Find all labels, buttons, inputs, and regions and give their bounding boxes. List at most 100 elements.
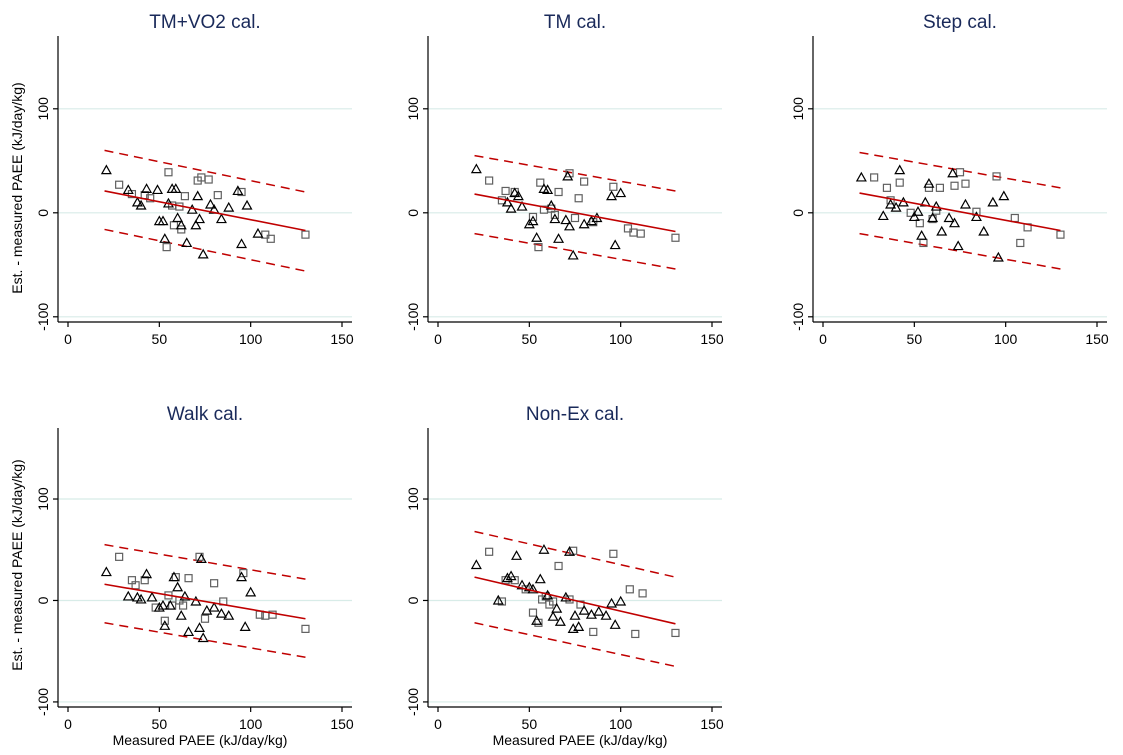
triangle-marker (175, 609, 187, 620)
square-marker (536, 178, 545, 187)
triangle-marker (600, 609, 612, 620)
square-marker (146, 194, 155, 203)
triangle-marker (223, 609, 235, 620)
square-marker (548, 597, 558, 606)
triangle-marker (606, 190, 618, 201)
square-marker (237, 187, 246, 197)
triangle-marker (164, 599, 176, 610)
triangle-marker (930, 200, 942, 211)
square-marker (184, 574, 193, 583)
triangle-marker (190, 219, 202, 230)
triangle-marker (948, 217, 961, 228)
triangle-marker (578, 604, 590, 615)
y-axis-title-top: Est. - measured PAEE (kJ/day/kg) (9, 82, 25, 293)
square-marker (924, 183, 934, 192)
square-marker (886, 196, 895, 205)
x-tick-label: 100 (239, 716, 263, 732)
square-marker (550, 210, 560, 219)
triangle-marker (135, 199, 147, 210)
y-tick-label: 100 (790, 97, 806, 121)
triangle-marker (151, 184, 164, 195)
triangle-marker (141, 183, 153, 193)
square-marker (882, 183, 892, 192)
triangle-marker (168, 571, 180, 582)
triangle-marker (197, 248, 209, 259)
triangle-marker (241, 199, 253, 210)
square-marker (955, 168, 965, 177)
square-marker (204, 175, 213, 184)
triangle-marker (923, 177, 935, 188)
triangle-marker (563, 546, 576, 556)
square-marker (200, 614, 210, 623)
square-marker (177, 225, 186, 234)
square-marker (992, 172, 1001, 181)
square-marker (671, 233, 680, 242)
panel-3: Step cal. -100 0 100 0 50 100 150 (790, 12, 1109, 347)
square-marker (501, 186, 510, 196)
triangle-marker (947, 167, 959, 178)
square-marker (625, 585, 634, 594)
triangle-marker (501, 572, 513, 583)
triangle-marker (563, 220, 576, 231)
triangle-marker (916, 229, 928, 240)
square-marker (140, 576, 149, 585)
triangle-marker (192, 190, 204, 201)
square-marker (1010, 213, 1019, 223)
x-axis-title-left: Measured PAEE (kJ/day/kg) (113, 732, 288, 748)
square-marker (631, 629, 640, 639)
square-marker (574, 194, 583, 203)
panels: TM+VO2 cal. -100 0 100 0 50 100 150 TM cal. -100 0… (35, 12, 1109, 732)
triangle-marker (172, 212, 184, 223)
triangle-marker (593, 605, 605, 616)
lower-limit-line (104, 228, 306, 272)
triangle-marker (578, 218, 590, 229)
triangle-marker (959, 198, 972, 209)
triangle-marker (159, 233, 171, 243)
triangle-marker (549, 213, 561, 224)
triangle-marker (987, 196, 999, 207)
y-tick-label: 0 (35, 596, 51, 604)
x-tick-label: 100 (609, 331, 633, 347)
panel-5: Non-Ex cal. -100 0 100 0 50 100 150 (405, 404, 724, 732)
square-marker (935, 183, 945, 192)
y-tick-label: -100 (35, 303, 51, 331)
triangle-marker (573, 621, 585, 631)
triangle-marker (183, 626, 195, 637)
triangle-marker (157, 215, 169, 226)
x-tick-label: 100 (239, 331, 263, 347)
triangle-marker (523, 218, 535, 229)
triangle-marker (606, 597, 618, 608)
square-marker (638, 589, 647, 598)
square-marker (485, 176, 494, 185)
lower-limit-line (104, 622, 306, 659)
square-marker (565, 169, 574, 178)
upper-limit-line (104, 543, 306, 580)
square-marker (554, 187, 563, 197)
y-tick-label: 100 (405, 97, 421, 121)
square-marker (169, 221, 179, 230)
triangle-marker (908, 211, 920, 222)
triangle-marker (547, 610, 559, 621)
triangle-marker (208, 601, 220, 612)
x-tick-label: 50 (522, 716, 538, 732)
triangle-marker (538, 544, 550, 554)
panel-1: TM+VO2 cal. -100 0 100 0 50 100 150 (35, 12, 354, 347)
square-marker (528, 608, 538, 617)
square-marker (180, 192, 190, 201)
square-marker (671, 628, 680, 638)
square-marker (554, 561, 563, 571)
triangle-marker (531, 232, 543, 242)
panel-title: Non-Ex cal. (526, 404, 624, 425)
square-marker (870, 173, 879, 182)
x-tick-label: 0 (434, 331, 442, 347)
upper-limit-line (104, 149, 306, 193)
panel-2: TM cal. -100 0 100 0 50 100 150 (405, 12, 724, 347)
y-tick-label: -100 (35, 688, 51, 716)
triangle-marker (527, 215, 539, 226)
triangle-marker (141, 568, 153, 579)
triangle-marker (560, 214, 572, 225)
triangle-marker (927, 212, 939, 223)
triangle-marker (193, 622, 206, 632)
square-marker (950, 181, 959, 190)
triangle-marker (936, 225, 948, 236)
